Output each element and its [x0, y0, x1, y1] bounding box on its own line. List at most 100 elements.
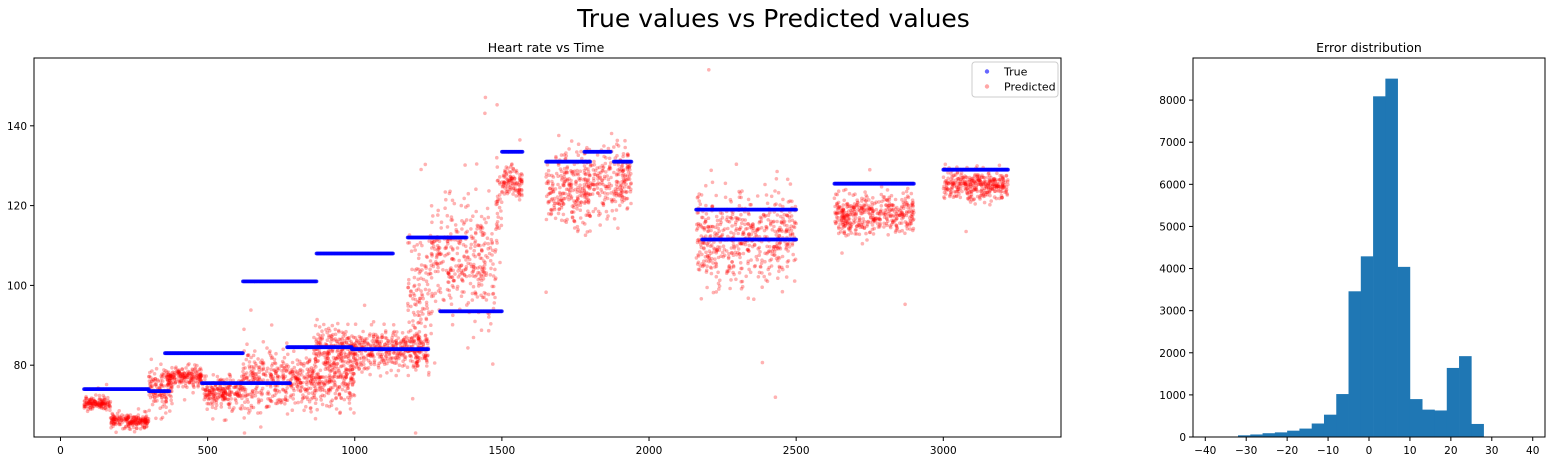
predicted-point — [238, 406, 243, 411]
predicted-point — [900, 204, 904, 209]
predicted-point — [834, 215, 839, 220]
predicted-point — [871, 232, 876, 236]
predicted-point — [387, 359, 391, 364]
predicted-point — [123, 416, 128, 420]
predicted-point — [456, 230, 460, 234]
predicted-point — [167, 378, 172, 382]
predicted-point — [347, 401, 352, 405]
predicted-point — [268, 371, 272, 376]
predicted-point — [473, 254, 478, 259]
predicted-point — [394, 373, 399, 378]
predicted-point — [773, 203, 777, 207]
predicted-point — [900, 211, 905, 216]
predicted-point — [126, 423, 131, 427]
predicted-point — [242, 385, 246, 390]
figure-title: True values vs Predicted values — [577, 4, 970, 33]
predicted-point — [120, 416, 124, 421]
predicted-point — [901, 191, 905, 195]
predicted-point — [150, 384, 155, 388]
predicted-point — [433, 269, 438, 274]
predicted-point — [707, 68, 711, 72]
predicted-point — [138, 427, 143, 431]
predicted-point — [142, 426, 147, 430]
predicted-point — [868, 167, 872, 172]
predicted-point — [126, 416, 130, 421]
predicted-point — [862, 226, 867, 230]
predicted-point — [491, 291, 496, 296]
predicted-point — [114, 417, 119, 422]
predicted-point — [270, 364, 274, 368]
predicted-point — [497, 226, 501, 230]
predicted-point — [119, 415, 123, 420]
predicted-point — [428, 259, 433, 263]
predicted-point — [292, 365, 297, 370]
predicted-point — [139, 420, 144, 425]
predicted-point — [256, 411, 260, 415]
predicted-point — [371, 352, 375, 357]
predicted-point — [214, 403, 219, 408]
predicted-point — [461, 268, 466, 273]
predicted-point — [618, 169, 622, 174]
predicted-point — [483, 95, 488, 100]
predicted-point — [160, 399, 165, 404]
predicted-point — [704, 203, 708, 208]
predicted-point — [715, 218, 720, 223]
predicted-point — [132, 415, 137, 420]
predicted-point — [790, 199, 794, 204]
predicted-point — [314, 397, 319, 402]
predicted-point — [763, 182, 767, 187]
predicted-point — [909, 221, 914, 226]
predicted-point — [740, 284, 745, 289]
predicted-point — [109, 420, 114, 425]
predicted-point — [888, 225, 893, 230]
predicted-point — [153, 377, 158, 381]
predicted-point — [112, 422, 117, 426]
predicted-point — [315, 317, 319, 322]
predicted-point — [445, 287, 450, 292]
predicted-point — [625, 174, 630, 178]
predicted-point — [482, 217, 487, 221]
predicted-point — [1006, 178, 1010, 182]
predicted-point — [132, 429, 137, 434]
predicted-point — [117, 420, 122, 425]
predicted-point — [295, 384, 299, 389]
predicted-point — [110, 411, 114, 416]
predicted-point — [296, 362, 300, 367]
predicted-point — [406, 301, 410, 306]
predicted-point — [489, 266, 493, 271]
predicted-point — [569, 182, 574, 186]
predicted-point — [557, 202, 562, 206]
predicted-point — [111, 418, 115, 422]
predicted-point — [145, 416, 150, 421]
predicted-point — [134, 416, 138, 421]
predicted-point — [307, 399, 312, 404]
predicted-point — [860, 241, 865, 246]
predicted-point — [86, 401, 91, 406]
predicted-point — [153, 379, 157, 383]
predicted-point — [327, 373, 332, 377]
predicted-point — [128, 419, 133, 424]
predicted-point — [352, 411, 356, 415]
predicted-point — [423, 333, 428, 338]
predicted-point — [481, 233, 486, 237]
predicted-point — [493, 248, 498, 252]
predicted-point — [476, 277, 481, 282]
predicted-point — [88, 403, 92, 407]
predicted-point — [260, 386, 265, 391]
predicted-point — [381, 358, 386, 363]
predicted-point — [451, 268, 456, 273]
predicted-point — [479, 328, 484, 333]
predicted-point — [851, 193, 855, 197]
predicted-point — [337, 392, 342, 397]
predicted-point — [250, 395, 255, 399]
predicted-point — [320, 329, 324, 334]
predicted-point — [273, 360, 277, 365]
predicted-point — [874, 207, 879, 212]
predicted-point — [88, 399, 92, 403]
predicted-point — [491, 362, 495, 366]
predicted-point — [955, 189, 959, 194]
predicted-point — [167, 381, 172, 385]
predicted-point — [445, 213, 450, 218]
predicted-point — [88, 407, 93, 412]
